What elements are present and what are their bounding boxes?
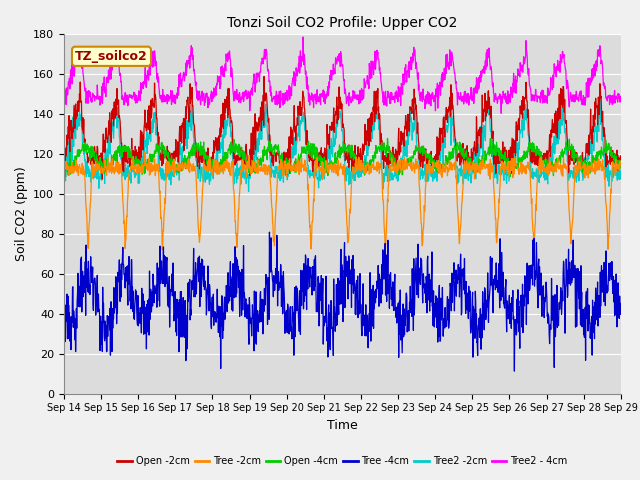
- Legend: Open -2cm, Tree -2cm, Open -4cm, Tree -4cm, Tree2 -2cm, Tree2 - 4cm: Open -2cm, Tree -2cm, Open -4cm, Tree -4…: [113, 453, 572, 470]
- Y-axis label: Soil CO2 (ppm): Soil CO2 (ppm): [15, 166, 28, 261]
- X-axis label: Time: Time: [327, 419, 358, 432]
- Text: TZ_soilco2: TZ_soilco2: [75, 50, 148, 63]
- Title: Tonzi Soil CO2 Profile: Upper CO2: Tonzi Soil CO2 Profile: Upper CO2: [227, 16, 458, 30]
